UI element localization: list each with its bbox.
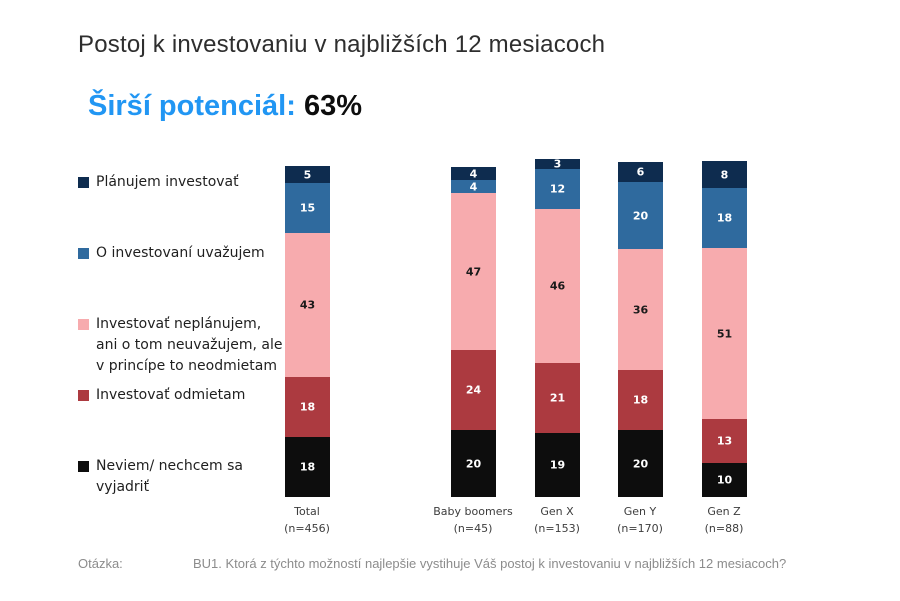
legend-swatch-icon	[78, 461, 89, 472]
bar-total: 5 15 43 18 18	[285, 166, 330, 497]
legend-label: Investovať neplánujem, ani o tom neuvažuj…	[96, 316, 283, 374]
bar-segment: 10	[702, 463, 747, 497]
bar-segment: 20	[618, 182, 663, 249]
bar-gen-y: 6 20 36 18 20	[618, 162, 663, 497]
segment-value-label: 47	[465, 265, 482, 278]
segment-value-label: 18	[716, 211, 733, 225]
segment-value-label: 15	[299, 201, 316, 215]
bar-gen-z: 8 18 51 13 10	[702, 161, 747, 497]
legend-swatch-icon	[78, 248, 89, 259]
bar-segment: 24	[451, 350, 496, 430]
segment-value-label: 24	[465, 383, 482, 397]
legend-label: O investovaní uvažujem	[96, 245, 265, 261]
question-text: BU1. Ktorá z týchto možností najlepšie v…	[193, 556, 787, 571]
bar-segment: 15	[285, 183, 330, 233]
key-stat-label: Širší potenciál:	[88, 90, 296, 122]
legend-item: Plánujem investovať	[78, 172, 239, 193]
bar-segment: 12	[535, 169, 580, 209]
category-label: Gen Y (n=170)	[617, 505, 663, 535]
bar-segment: 4	[451, 167, 496, 180]
segment-value-label: 20	[465, 457, 482, 470]
segment-value-label: 18	[299, 400, 316, 414]
bar-segment: 18	[285, 437, 330, 497]
legend-label: Neviem/ nechcem sa vyjadriť	[96, 458, 244, 495]
bar-segment: 47	[451, 193, 496, 350]
key-stat-value: 63%	[303, 90, 362, 122]
category-label: Total (n=456)	[284, 505, 330, 535]
bar-gen-x: 3 12 46 21 19	[535, 157, 580, 497]
bar-segment: 18	[702, 188, 747, 248]
category-label: Gen Z (n=88)	[704, 505, 744, 535]
bar-segment: 18	[285, 377, 330, 437]
segment-value-label: 36	[632, 303, 649, 316]
legend-item: Investovať neplánujem, ani o tom neuvažuj…	[78, 314, 283, 377]
segment-value-label: 4	[469, 180, 478, 193]
segment-value-label: 6	[636, 165, 645, 179]
bar-segment: 51	[702, 248, 747, 419]
segment-value-label: 46	[549, 279, 566, 293]
bar-segment: 3	[535, 157, 580, 171]
segment-value-label: 21	[549, 391, 566, 405]
segment-value-label: 19	[549, 458, 566, 472]
segment-value-label: 8	[720, 168, 729, 181]
segment-value-label: 12	[549, 182, 566, 196]
page-title: Postoj k investovaniu v najbližších 12 m…	[78, 31, 606, 58]
bar-baby-boomers: 4 4 47 24 20	[451, 167, 496, 497]
legend-swatch-icon	[78, 177, 89, 188]
segment-value-label: 5	[303, 168, 312, 181]
bar-segment: 18	[618, 370, 663, 430]
legend-item: Neviem/ nechcem sa vyjadriť	[78, 456, 243, 498]
legend-label: Investovať odmietam	[96, 387, 246, 403]
question-label: Otázka:	[78, 556, 123, 571]
segment-value-label: 13	[716, 434, 733, 448]
segment-value-label: 10	[716, 473, 733, 487]
segment-value-label: 43	[299, 298, 316, 312]
segment-value-label: 51	[716, 327, 733, 340]
legend-item: O investovaní uvažujem	[78, 243, 265, 264]
bar-segment: 20	[618, 430, 663, 497]
bar-segment: 4	[451, 180, 496, 193]
bar-segment: 19	[535, 433, 580, 497]
bar-segment: 20	[451, 430, 496, 497]
bar-segment: 8	[702, 161, 747, 188]
segment-value-label: 3	[553, 157, 562, 171]
segment-value-label: 18	[632, 393, 649, 407]
bar-segment: 5	[285, 166, 330, 183]
key-stat: Širší potenciál: 63%	[88, 90, 362, 123]
legend-item: Investovať odmietam	[78, 385, 245, 406]
bar-segment: 6	[618, 162, 663, 182]
segment-value-label: 20	[632, 209, 649, 222]
legend-label: Plánujem investovať	[96, 174, 239, 190]
category-label: Gen X (n=153)	[534, 505, 580, 535]
legend-swatch-icon	[78, 319, 89, 330]
segment-value-label: 18	[299, 460, 316, 474]
category-label: Baby boomers (n=45)	[433, 505, 513, 535]
bar-segment: 46	[535, 209, 580, 363]
legend-swatch-icon	[78, 390, 89, 401]
bar-segment: 36	[618, 249, 663, 370]
bar-segment: 21	[535, 363, 580, 433]
bar-segment: 43	[285, 233, 330, 377]
segment-value-label: 4	[469, 167, 478, 180]
segment-value-label: 20	[632, 457, 649, 470]
bar-segment: 13	[702, 419, 747, 463]
